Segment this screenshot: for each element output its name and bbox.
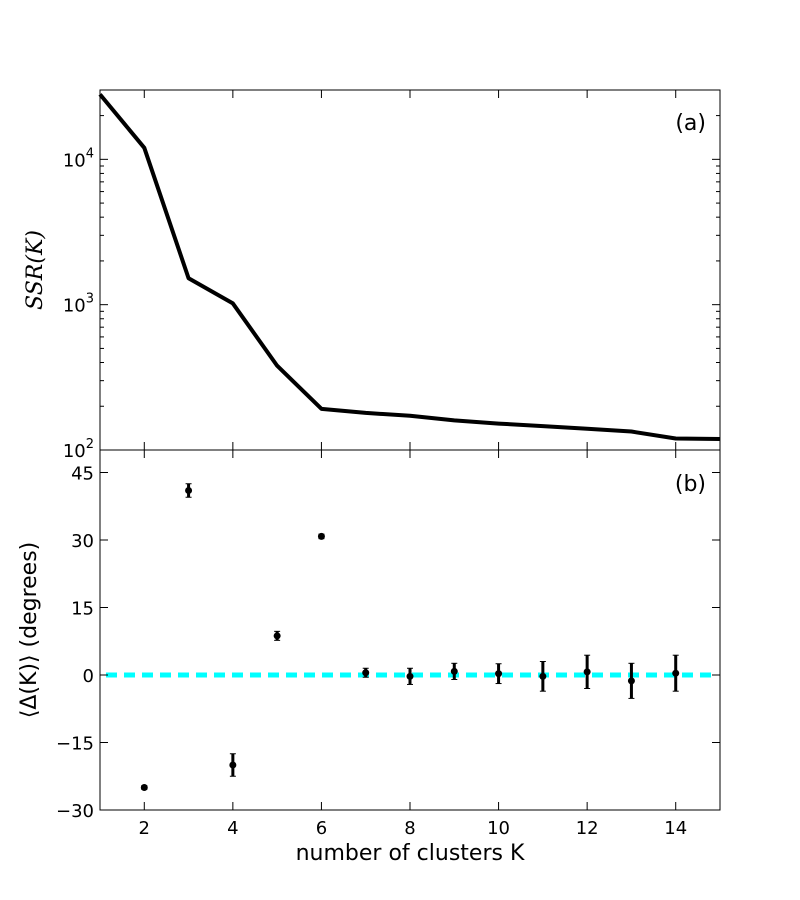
x-axis-label: number of clusters K	[296, 841, 525, 866]
x-tick-label: 4	[227, 818, 238, 839]
data-point	[583, 668, 591, 676]
ssr-line	[98, 93, 721, 442]
data-point	[273, 632, 281, 640]
panel-a-label: (a)	[675, 111, 706, 136]
data-point	[627, 677, 635, 685]
y-tick-label: 0	[83, 666, 94, 687]
panel-b-ticks: −30 −15 0 15 30 45 2 4 6 8 10 12 14	[56, 450, 720, 839]
data-point	[317, 532, 325, 540]
y-tick-label: 103	[63, 292, 94, 317]
y-tick-label: 102	[63, 437, 94, 462]
panel-a: 102 103 104 (a) SSR(K)	[23, 89, 721, 462]
data-point	[362, 669, 370, 677]
panel-b: −30 −15 0 15 30 45 2 4 6 8 10 12 14 (b) ⟨Δ(K)⟩ (degr…	[17, 449, 721, 866]
panel-a-ticks: 102 103 104	[63, 89, 720, 462]
y-tick-label: 104	[63, 146, 94, 171]
data-point	[672, 669, 680, 677]
panel-b-ylabel: ⟨Δ(K)⟩ (degrees)	[17, 542, 42, 719]
y-tick-label: 30	[71, 531, 94, 552]
x-tick-label: 6	[316, 818, 327, 839]
data-point	[229, 761, 237, 769]
x-tick-label: 14	[664, 818, 687, 839]
x-tick-label: 12	[576, 818, 599, 839]
data-point	[539, 672, 547, 680]
y-tick-label: −15	[56, 734, 94, 755]
data-point	[185, 487, 193, 494]
y-tick-label: −30	[56, 801, 94, 822]
data-point	[140, 784, 148, 791]
data-point	[495, 670, 503, 678]
panel-b-frame	[99, 449, 721, 811]
y-tick-label: 45	[71, 464, 94, 485]
panel-b-label: (b)	[675, 472, 706, 497]
data-point	[450, 667, 458, 675]
x-tick-label: 8	[404, 818, 415, 839]
data-point	[406, 672, 414, 680]
x-tick-label: 10	[487, 818, 510, 839]
y-tick-label: 15	[71, 599, 94, 620]
panel-a-frame	[99, 89, 721, 451]
panel-b-points	[140, 483, 680, 791]
panel-a-ylabel: SSR(K)	[23, 230, 48, 310]
x-tick-label: 2	[139, 818, 150, 839]
